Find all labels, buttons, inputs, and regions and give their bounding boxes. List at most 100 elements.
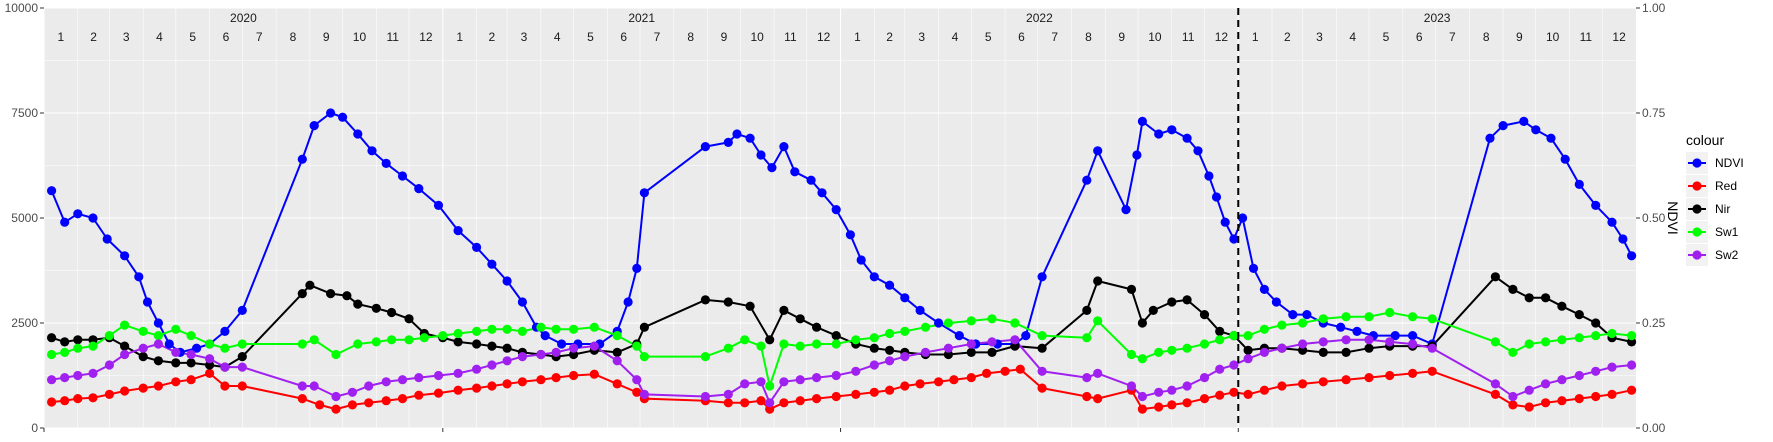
data-point-sw2 xyxy=(60,373,70,383)
data-point-sw1 xyxy=(387,335,397,345)
data-point-sw1 xyxy=(205,339,215,349)
data-point-sw2 xyxy=(1093,368,1103,378)
data-point-nir xyxy=(831,331,841,341)
data-point-sw2 xyxy=(153,339,163,349)
legend-item-sw1: Sw1 xyxy=(1686,221,1739,243)
data-point-sw1 xyxy=(966,316,976,326)
data-point-red xyxy=(364,398,374,408)
data-point-ndvi xyxy=(557,339,567,349)
data-point-ndvi xyxy=(817,188,827,198)
data-point-red xyxy=(723,398,733,408)
data-point-nir xyxy=(1364,343,1374,353)
data-point-nir xyxy=(1243,345,1253,355)
data-point-nir xyxy=(120,341,130,351)
data-point-red xyxy=(1627,385,1637,395)
data-point-sw1 xyxy=(1277,320,1287,330)
data-point-ndvi xyxy=(779,142,789,152)
data-point-sw2 xyxy=(1259,347,1269,357)
month-label: 4 xyxy=(1349,30,1356,44)
month-label: 9 xyxy=(323,30,330,44)
data-point-sw1 xyxy=(900,326,910,336)
data-point-sw2 xyxy=(1137,391,1147,402)
data-point-ndvi xyxy=(1154,129,1164,139)
data-point-sw2 xyxy=(1215,364,1225,374)
data-point-nir xyxy=(88,335,98,345)
month-label: 7 xyxy=(1449,30,1456,44)
data-point-red xyxy=(1557,396,1567,406)
data-point-ndvi xyxy=(1408,331,1418,341)
data-point-sw1 xyxy=(812,339,822,349)
data-point-sw2 xyxy=(756,377,766,387)
data-point-sw2 xyxy=(297,381,307,391)
data-point-ndvi xyxy=(1204,171,1214,181)
data-point-ndvi xyxy=(639,188,650,198)
data-point-sw2 xyxy=(779,377,789,387)
data-point-sw2 xyxy=(740,379,750,389)
data-point-sw1 xyxy=(1243,331,1253,341)
month-label: 8 xyxy=(1483,30,1490,44)
data-point-ndvi xyxy=(1238,213,1248,223)
data-point-ndvi xyxy=(414,184,424,194)
data-point-sw1 xyxy=(171,324,181,334)
data-point-sw2 xyxy=(943,343,954,353)
data-point-ndvi xyxy=(1121,205,1131,215)
data-point-sw1 xyxy=(1126,349,1137,360)
data-point-red xyxy=(740,398,750,408)
data-point-sw1 xyxy=(1591,331,1601,341)
data-point-sw2 xyxy=(1341,335,1351,345)
data-point-nir xyxy=(47,333,57,343)
legend-item-ndvi: NDVI xyxy=(1686,152,1744,174)
data-point-sw2 xyxy=(1277,343,1287,353)
data-point-red xyxy=(171,377,181,387)
data-point-nir xyxy=(1508,284,1518,294)
data-point-ndvi xyxy=(700,142,711,152)
month-label: 9 xyxy=(721,30,728,44)
data-point-sw1 xyxy=(1607,328,1617,339)
data-point-ndvi xyxy=(73,209,83,219)
legend-label: Red xyxy=(1715,179,1737,193)
data-point-sw1 xyxy=(153,331,163,341)
data-point-sw2 xyxy=(1010,335,1020,345)
data-point-sw1 xyxy=(297,339,307,349)
data-point-nir xyxy=(1182,295,1192,305)
data-point-sw2 xyxy=(1243,354,1253,364)
data-point-nir xyxy=(1574,310,1584,320)
data-point-sw1 xyxy=(1259,324,1269,334)
data-point-red xyxy=(381,396,391,406)
data-point-sw1 xyxy=(851,335,861,345)
data-point-red xyxy=(502,379,512,389)
month-label: 2 xyxy=(1284,30,1291,44)
data-point-ndvi xyxy=(164,339,174,349)
data-point-ndvi xyxy=(1211,192,1222,202)
data-point-nir xyxy=(869,343,879,353)
data-point-sw2 xyxy=(1182,381,1192,391)
data-point-sw2 xyxy=(1591,366,1601,376)
month-label: 7 xyxy=(256,30,263,44)
legend-key-point xyxy=(1692,227,1702,237)
data-point-red xyxy=(472,383,482,393)
data-point-nir xyxy=(404,314,414,324)
data-point-sw2 xyxy=(589,341,599,351)
data-point-ndvi xyxy=(756,150,766,160)
data-point-sw1 xyxy=(517,326,528,336)
data-point-sw1 xyxy=(1093,316,1103,326)
data-point-sw1 xyxy=(1298,318,1308,328)
data-point-red xyxy=(88,393,98,403)
data-point-red xyxy=(1015,364,1025,374)
data-point-nir xyxy=(1126,284,1137,294)
data-point-ndvi xyxy=(517,297,528,307)
data-point-red xyxy=(331,404,341,414)
data-point-sw2 xyxy=(1199,373,1210,383)
data-point-sw2 xyxy=(414,373,424,383)
data-point-ndvi xyxy=(1519,116,1529,126)
data-point-red xyxy=(120,386,130,396)
data-point-red xyxy=(104,389,114,399)
data-point-sw1 xyxy=(756,341,766,351)
data-point-sw1 xyxy=(1385,307,1395,318)
data-point-sw1 xyxy=(1574,333,1584,343)
data-point-ndvi xyxy=(1591,200,1601,210)
month-label: 6 xyxy=(223,30,230,44)
data-point-ndvi xyxy=(954,331,964,341)
data-point-ndvi xyxy=(1574,179,1584,189)
data-point-nir xyxy=(639,322,650,332)
